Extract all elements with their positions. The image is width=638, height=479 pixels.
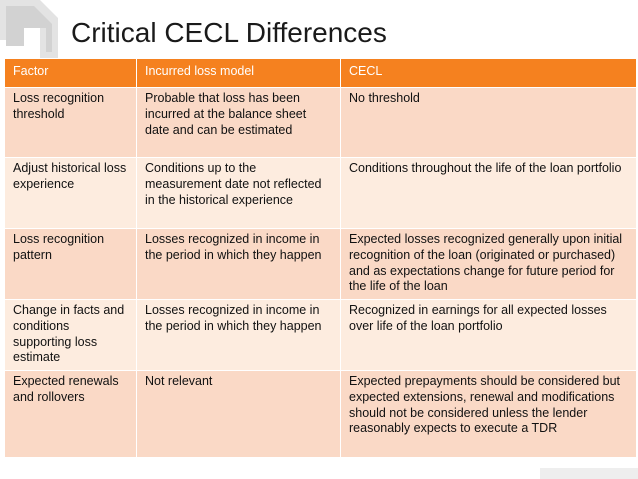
cell-cecl: Expected losses recognized generally upo… (340, 228, 637, 300)
column-header-factor: Factor (4, 58, 137, 88)
cell-cecl: No threshold (340, 87, 637, 158)
footer-band (540, 468, 638, 479)
cell-incurred: Conditions up to the measurement date no… (136, 157, 341, 229)
cell-factor: Adjust historical loss experience (4, 157, 137, 229)
slide-title: Critical CECL Differences (71, 17, 387, 48)
table-row: Change in facts and conditions supportin… (4, 299, 637, 371)
table-row: Loss recognition pattern Losses recogniz… (4, 228, 637, 300)
cell-incurred: Not relevant (136, 370, 341, 458)
comparison-table: Factor Incurred loss model CECL Loss rec… (4, 58, 637, 458)
cell-factor: Change in facts and conditions supportin… (4, 299, 137, 371)
column-header-incurred-loss-model: Incurred loss model (136, 58, 341, 88)
table-row: Adjust historical loss experience Condit… (4, 157, 637, 229)
cell-incurred: Losses recognized in income in the perio… (136, 299, 341, 371)
cell-factor: Loss recognition threshold (4, 87, 137, 158)
table-header-row: Factor Incurred loss model CECL (4, 58, 637, 88)
cell-factor: Loss recognition pattern (4, 228, 137, 300)
cell-cecl: Recognized in earnings for all expected … (340, 299, 637, 371)
table-row: Expected renewals and rollovers Not rele… (4, 370, 637, 458)
cell-incurred: Probable that loss has been incurred at … (136, 87, 341, 158)
cell-cecl: Expected prepayments should be considere… (340, 370, 637, 458)
arrow-logo-icon (0, 0, 58, 58)
cell-incurred: Losses recognized in income in the perio… (136, 228, 341, 300)
table-row: Loss recognition threshold Probable that… (4, 87, 637, 158)
cell-factor: Expected renewals and rollovers (4, 370, 137, 458)
cell-cecl: Conditions throughout the life of the lo… (340, 157, 637, 229)
column-header-cecl: CECL (340, 58, 637, 88)
